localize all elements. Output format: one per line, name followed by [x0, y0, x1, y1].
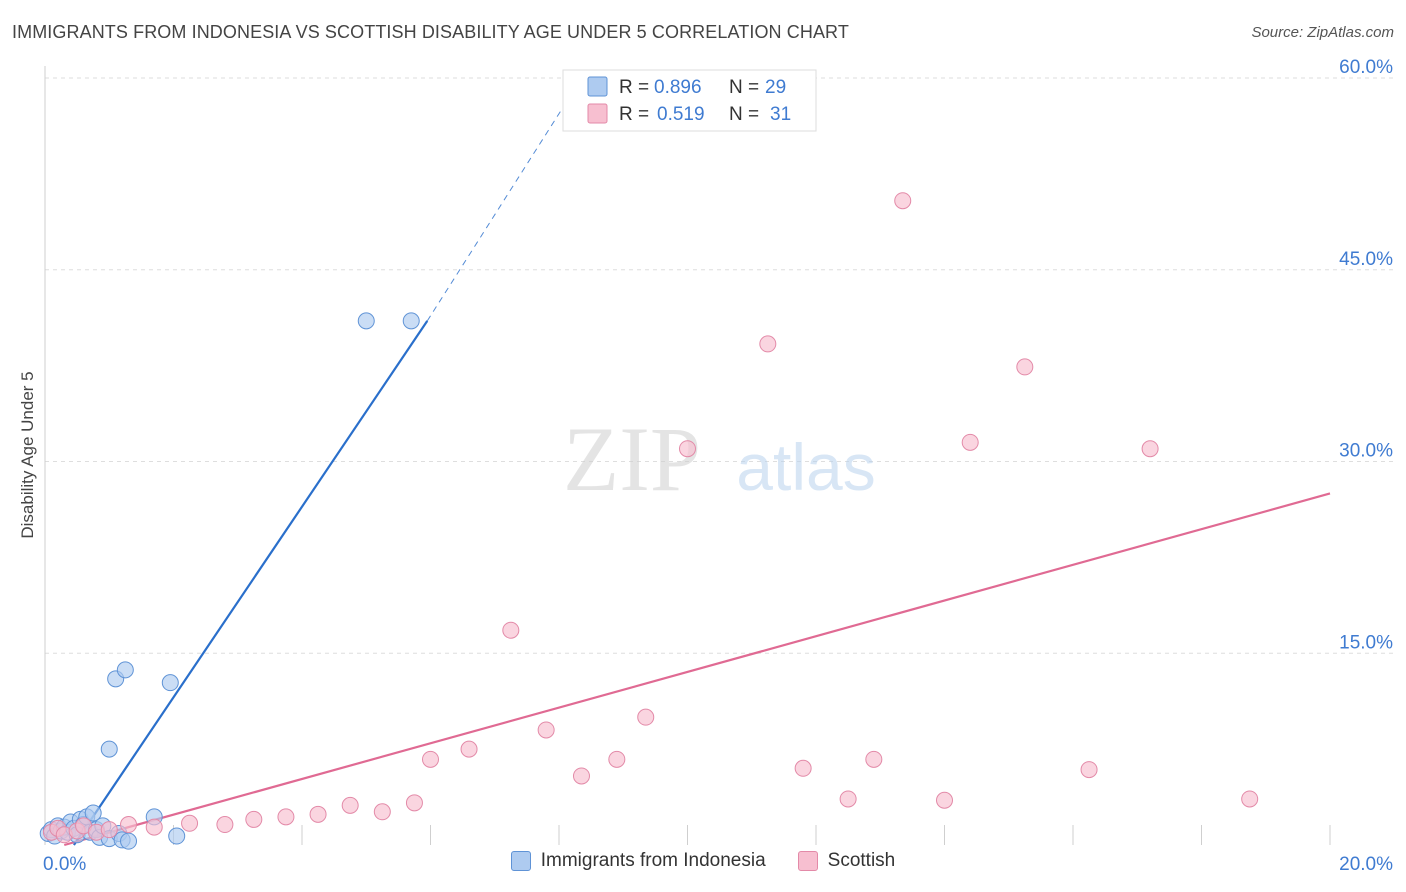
series-legend: Immigrants from Indonesia Scottish	[0, 850, 1406, 872]
legend-swatch-blue	[510, 851, 531, 871]
indonesia-point	[84, 804, 102, 822]
scottish-point	[637, 708, 655, 726]
scottish-point	[245, 810, 263, 828]
scottish-point	[794, 759, 812, 777]
scottish-point	[422, 750, 439, 768]
indonesia-trend-line	[73, 320, 429, 846]
axes	[44, 66, 1331, 845]
scottish-point	[679, 440, 696, 458]
scottish-point	[537, 721, 555, 739]
stats-legend-swatch-blue	[587, 76, 608, 97]
indonesia-point	[100, 740, 118, 758]
stats-legend: R = 0.896 N = 29 R = 0.519 N = 31	[562, 69, 817, 132]
stats-r-label: R =	[619, 77, 649, 98]
scottish-point	[502, 621, 520, 639]
legend-item-indonesia[interactable]: Immigrants from Indonesia	[510, 850, 766, 872]
stats-n-label: N =	[729, 77, 759, 98]
scottish-point	[1016, 358, 1034, 376]
stats-n-value: 29	[765, 77, 786, 98]
watermark-atlas: atlas	[736, 430, 875, 504]
gridlines	[45, 77, 1395, 654]
indonesia-point	[161, 674, 179, 692]
chart-title: IMMIGRANTS FROM INDONESIA VS SCOTTISH DI…	[12, 22, 849, 42]
stats-n-label: N =	[729, 104, 759, 125]
legend-label-indonesia: Immigrants from Indonesia	[540, 850, 766, 871]
indonesia-point	[402, 312, 420, 330]
y-tick-label: 60.0%	[1339, 57, 1393, 78]
scottish-point	[460, 740, 478, 758]
indonesia-point	[120, 832, 138, 850]
scottish-point	[865, 750, 883, 768]
legend-label-scottish: Scottish	[827, 850, 896, 871]
tick-labels: 15.0% 30.0% 45.0% 60.0% 0.0% 20.0%	[43, 57, 1393, 875]
scottish-point	[341, 796, 359, 814]
stats-r-label: R =	[619, 104, 649, 125]
scottish-point	[1141, 440, 1159, 458]
scottish-point	[120, 816, 138, 834]
scottish-point	[309, 805, 327, 823]
scottish-point	[894, 192, 912, 210]
scottish-point	[1080, 761, 1098, 779]
data-points	[39, 192, 1259, 850]
indonesia-point	[116, 661, 134, 679]
scottish-point	[216, 816, 234, 834]
indonesia-point	[357, 312, 375, 330]
scottish-point	[145, 818, 163, 836]
scottish-point	[181, 814, 199, 832]
scottish-point	[100, 821, 118, 839]
scottish-point	[961, 433, 979, 451]
watermark-zip: ZIP	[563, 408, 701, 510]
scottish-point	[405, 794, 423, 812]
x-tick-label: 20.0%	[1339, 854, 1393, 875]
stats-n-value: 31	[770, 104, 791, 125]
scottish-point	[572, 767, 590, 785]
stats-legend-swatch-pink	[587, 103, 608, 124]
scottish-point	[839, 790, 857, 808]
stats-r-value: 0.519	[657, 104, 705, 125]
y-tick-label: 15.0%	[1339, 632, 1393, 653]
scottish-point	[277, 808, 295, 826]
indonesia-trend-line-extension	[426, 103, 566, 322]
legend-swatch-pink	[797, 851, 818, 871]
source-label: Source: ZipAtlas.com	[1251, 24, 1394, 41]
scottish-point	[608, 750, 626, 768]
x-tick-label: 0.0%	[43, 854, 86, 875]
scottish-point	[1241, 790, 1259, 808]
scottish-point	[759, 335, 777, 353]
indonesia-point	[168, 827, 186, 845]
trend-lines	[63, 103, 1331, 847]
scottish-point	[373, 803, 391, 821]
y-tick-label: 30.0%	[1339, 441, 1393, 462]
y-tick-label: 45.0%	[1339, 249, 1393, 270]
legend-item-scottish[interactable]: Scottish	[797, 850, 896, 872]
scottish-trend-line	[63, 492, 1331, 847]
stats-r-value: 0.896	[654, 77, 702, 98]
scottish-point	[936, 791, 953, 809]
